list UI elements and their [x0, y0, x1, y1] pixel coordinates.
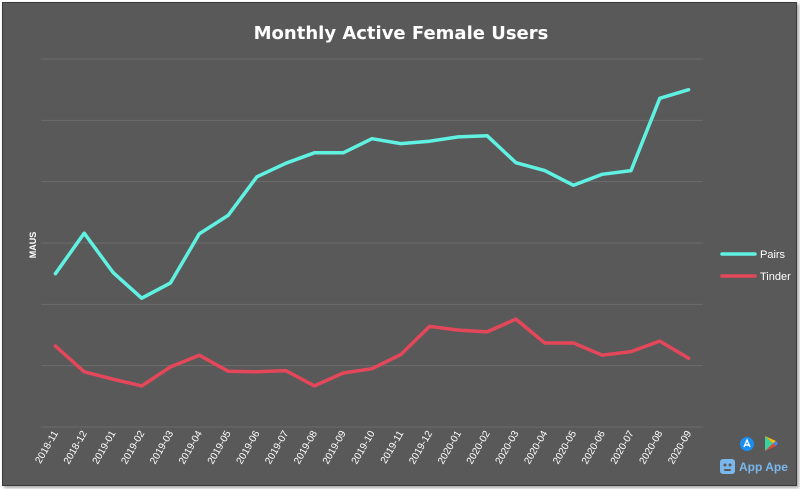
x-tick-label: 2020-03 [494, 429, 522, 467]
x-tick-labels: 2018-11 2018-12 2019-01 2019-02 2019-03 2019-… [33, 429, 694, 467]
legend-label-pairs: Pairs [760, 249, 786, 261]
x-tick-label: 2019-09 [321, 429, 349, 467]
app-store-icon [740, 437, 754, 451]
x-tick-label: 2019-08 [292, 429, 320, 467]
x-tick-label: 2020-02 [465, 429, 493, 467]
legend: Pairs Tinder [720, 249, 791, 283]
series-lines [53, 87, 691, 388]
x-tick-label: 2019-05 [206, 429, 234, 467]
google-play-icon [765, 436, 778, 451]
x-tick-label: 2020-08 [638, 429, 666, 467]
x-tick-label: 2019-02 [119, 429, 147, 467]
x-tick-label: 2018-11 [33, 429, 61, 466]
chart-title: Monthly Active Female Users [254, 23, 549, 44]
app-ape-logo-text: App Ape [739, 460, 788, 474]
x-tick-label: 2019-10 [350, 429, 378, 467]
app-ape-logo-icon [720, 459, 735, 474]
x-tick-label: 2020-06 [580, 429, 608, 467]
x-tick-label: 2020-04 [522, 429, 550, 467]
x-tick-label: 2019-04 [177, 429, 205, 467]
x-tick-label: 2020-01 [436, 429, 464, 467]
x-tick-label: 2019-07 [263, 429, 291, 467]
x-tick-label: 2020-09 [666, 429, 694, 467]
series-line-tinder [53, 317, 691, 388]
legend-label-tinder: Tinder [760, 271, 791, 283]
chart-canvas: Monthly Active Female Users MAUS 2018-11… [28, 23, 791, 474]
x-tick-label: 2019-06 [235, 429, 263, 467]
gridlines [41, 58, 703, 428]
x-tick-label: 2019-03 [148, 429, 176, 467]
series-line-pairs [53, 87, 691, 300]
x-tick-label: 2019-11 [379, 429, 407, 466]
x-tick-label: 2018-12 [62, 429, 90, 467]
x-tick-label: 2019-12 [407, 429, 435, 467]
x-tick-label: 2019-01 [91, 429, 119, 467]
x-tick-label: 2020-07 [609, 429, 637, 467]
y-axis-label: MAUS [28, 232, 38, 259]
x-tick-label: 2020-05 [551, 429, 579, 467]
